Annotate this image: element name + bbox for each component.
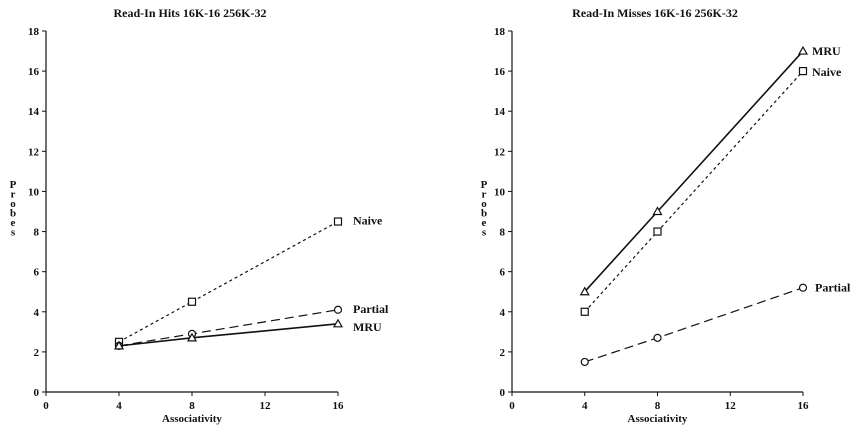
chart-2: Read-In Misses 16K-16 256K-32 0 2 4 6 8 10 12 14… <box>481 6 851 425</box>
data-point-square <box>187 297 197 306</box>
y-tick-label: 14 <box>28 106 40 118</box>
series-label-mru: MRU <box>353 320 382 334</box>
data-point-triangle <box>113 340 125 350</box>
series-line-mru <box>584 50 804 293</box>
y-tick-label: 12 <box>494 146 506 158</box>
y-tick-label: 0 <box>500 387 506 399</box>
x-tick-label: 16 <box>333 400 345 412</box>
series-label-partial: Partial <box>353 302 389 316</box>
data-point-triangle <box>797 45 809 55</box>
data-point-square <box>580 307 589 316</box>
y-tick-label: 16 <box>494 66 506 78</box>
data-point-square <box>798 67 808 76</box>
y-tick-label: 2 <box>500 347 506 359</box>
y-tick-label: 4 <box>500 307 506 319</box>
series-line-partial <box>584 287 804 363</box>
series-label-naive: Naive <box>812 65 842 79</box>
y-tick-label: 8 <box>34 227 40 239</box>
x-tick-label: 0 <box>509 400 515 412</box>
x-tick-label: 8 <box>655 400 661 412</box>
y-tick-label: 4 <box>34 307 40 319</box>
data-point-square <box>333 217 343 226</box>
y-tick-label: 6 <box>500 267 506 279</box>
y-tick-label: 12 <box>28 146 40 158</box>
data-point-square <box>653 227 662 236</box>
x-tick-label: 16 <box>798 400 810 412</box>
y-tick-label: 8 <box>500 227 506 239</box>
y-tick-label: 2 <box>34 347 40 359</box>
x-tick-label: 12 <box>260 400 272 412</box>
series-label-naive: Naive <box>353 214 383 228</box>
x-tick-label: 12 <box>725 400 737 412</box>
series-line-partial <box>118 309 339 347</box>
y-tick-label: 0 <box>34 387 40 399</box>
y-tick-label: 10 <box>494 186 506 198</box>
x-axis-label: Associativity <box>162 413 222 425</box>
series-label-mru: MRU <box>812 44 841 58</box>
data-point-triangle <box>652 206 663 216</box>
chart-title: Read-In Hits 16K-16 256K-32 <box>114 6 267 20</box>
y-tick-label: 14 <box>494 106 506 118</box>
data-point-triangle <box>579 286 590 296</box>
data-point-circle <box>798 283 808 292</box>
data-point-circle <box>653 333 662 342</box>
series-line-naive <box>118 221 339 343</box>
x-tick-label: 4 <box>116 400 122 412</box>
x-tick-label: 8 <box>189 400 195 412</box>
chart-1: Read-In Hits 16K-16 256K-32 0 2 4 6 8 10 12 14 16… <box>10 6 389 425</box>
x-tick-label: 4 <box>582 400 588 412</box>
data-point-circle <box>580 357 589 367</box>
data-point-triangle <box>332 318 344 328</box>
y-tick-label: 18 <box>494 26 506 38</box>
x-tick-label: 0 <box>43 400 49 412</box>
y-tick-label: 18 <box>28 26 40 38</box>
y-tick-label: 6 <box>34 267 40 279</box>
data-point-circle <box>333 305 343 314</box>
series-label-partial: Partial <box>815 281 851 295</box>
x-axis-label: Associativity <box>628 413 688 425</box>
series-line-mru <box>118 323 339 347</box>
chart-title: Read-In Misses 16K-16 256K-32 <box>572 6 738 20</box>
y-tick-label: 10 <box>28 186 40 198</box>
y-tick-label: 16 <box>28 66 40 78</box>
series-line-naive <box>584 70 804 313</box>
data-point-triangle <box>186 332 198 342</box>
